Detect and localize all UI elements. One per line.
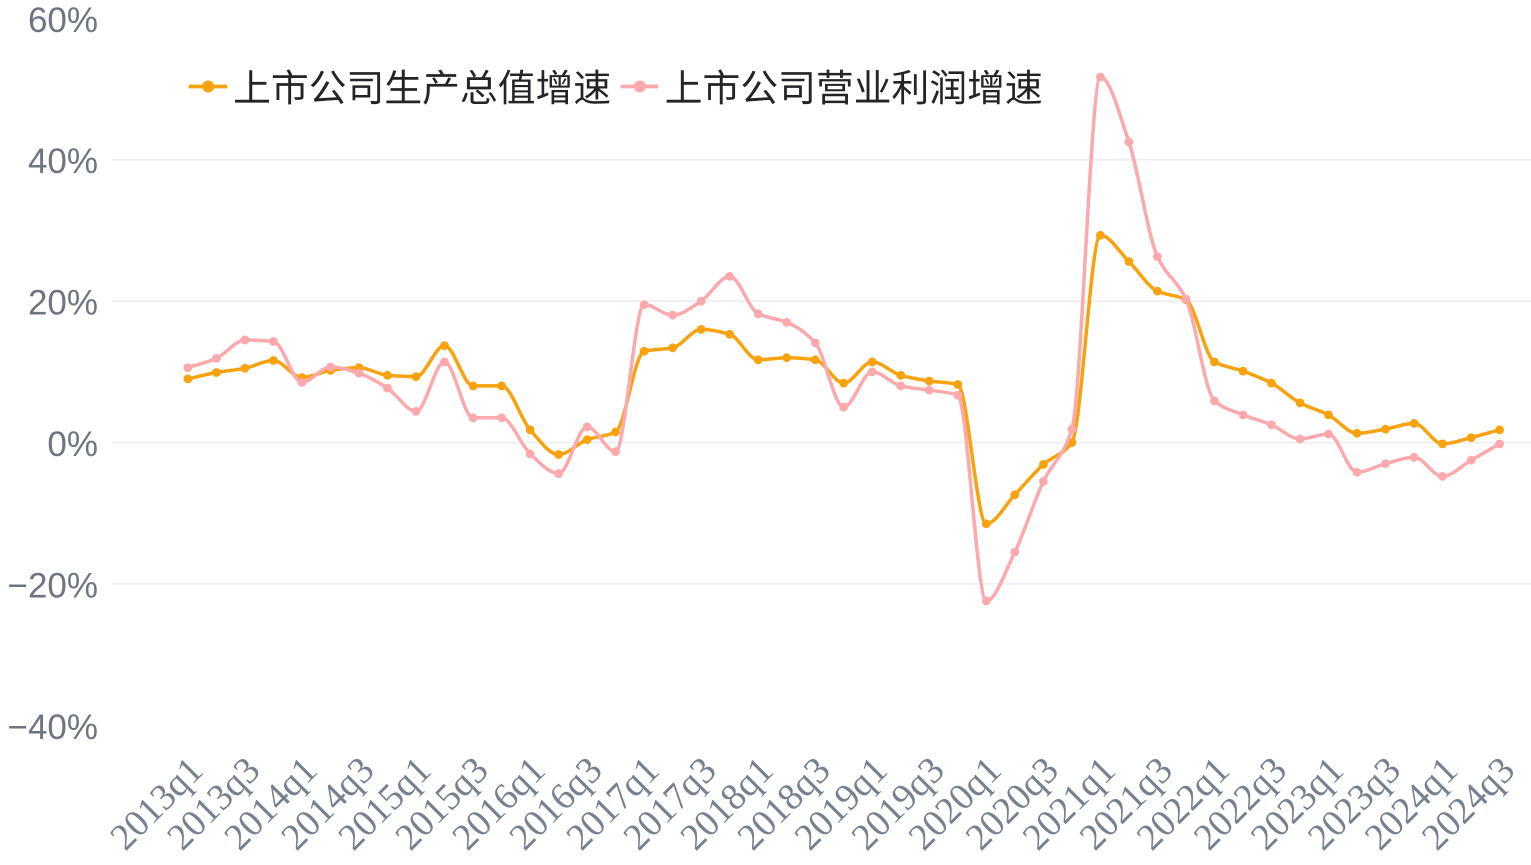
svg-text:20%: 20% <box>28 284 98 323</box>
svg-text:−20%: −20% <box>8 566 99 605</box>
svg-text:0%: 0% <box>47 425 98 464</box>
svg-text:60%: 60% <box>28 1 98 40</box>
svg-text:40%: 40% <box>28 142 98 181</box>
svg-text:−40%: −40% <box>8 708 99 747</box>
